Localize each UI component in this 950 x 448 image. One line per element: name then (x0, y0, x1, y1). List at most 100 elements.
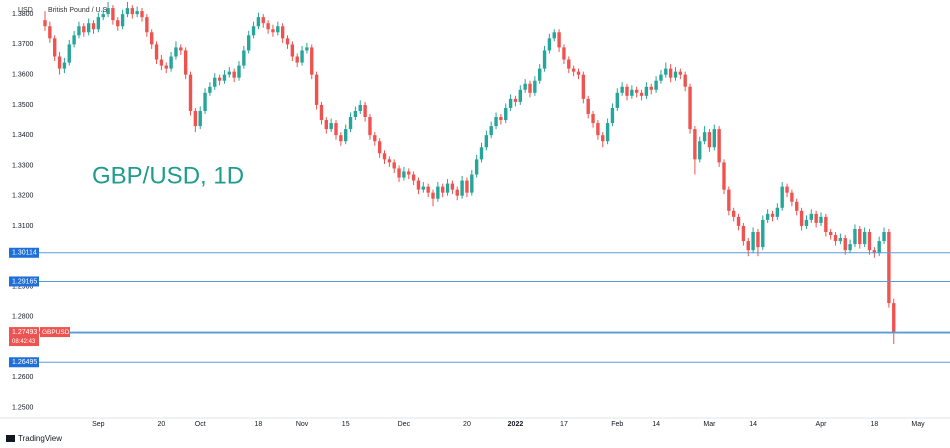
candle-body (96, 17, 101, 30)
candle-body (659, 74, 663, 81)
candle-body (547, 38, 552, 51)
x-tick-label: Feb (611, 421, 623, 428)
candle-body (576, 71, 581, 75)
brand: TradingView (18, 434, 62, 443)
candle-body (562, 47, 566, 60)
candle-body (581, 74, 586, 99)
candle-body (683, 74, 687, 87)
x-tick-label: 18 (255, 421, 263, 428)
candle-body (770, 213, 775, 217)
candle-body (334, 123, 338, 136)
countdown: 08:42:43 (12, 339, 36, 345)
candle-body (120, 14, 125, 27)
candle-body (232, 71, 236, 78)
candle-body (474, 159, 479, 175)
candle-body (397, 168, 401, 178)
candle-body (882, 231, 886, 242)
candle-body (179, 47, 183, 51)
candle-body (877, 241, 881, 254)
candle-body (567, 59, 571, 69)
candle-body (693, 129, 697, 160)
candle-body (53, 38, 57, 57)
candle-body (445, 183, 450, 193)
candle-body (111, 8, 115, 21)
candle-body (407, 171, 411, 175)
x-tick-label: 2022 (508, 421, 524, 428)
candle-body (57, 56, 62, 69)
candle-body (504, 107, 508, 121)
candle-body (280, 26, 285, 39)
candle-body (305, 47, 309, 51)
candle-body (625, 86, 629, 96)
candle-body (824, 216, 828, 232)
x-tick-label: 20 (158, 421, 166, 428)
candle-body (329, 123, 333, 130)
candle-body (668, 68, 673, 78)
candle-body (193, 110, 198, 127)
candle-body (470, 174, 474, 193)
y-tick-label: 1.2900 (12, 283, 34, 290)
candle-body (513, 98, 518, 102)
candle-body (867, 231, 872, 251)
y-tick-label: 1.3600 (12, 71, 34, 78)
candle-body (300, 50, 304, 63)
symbol-label: GBPUSD (42, 329, 70, 336)
price-tag-label: 1.26495 (12, 359, 37, 366)
candle-body (62, 62, 67, 69)
candle-body (310, 47, 314, 75)
candle-body (499, 117, 503, 121)
symbol-tag (40, 327, 70, 338)
candle-body (833, 235, 838, 242)
candle-body (339, 135, 343, 142)
logo: TradingView (6, 434, 62, 443)
candle-body (523, 83, 527, 90)
candle-body (795, 201, 799, 211)
candle-body (358, 104, 362, 111)
candle-body (43, 20, 47, 27)
x-tick-label: Oct (195, 421, 206, 428)
candle-body (702, 132, 707, 142)
candle-body (203, 92, 207, 111)
candle-body (557, 32, 561, 48)
candle-body (722, 162, 726, 190)
candle-body (799, 210, 804, 226)
candle-body (465, 180, 469, 193)
candle-body (634, 89, 639, 93)
y-tick-label: 1.2800 (12, 314, 34, 321)
candle-body (227, 71, 232, 75)
candle-body (140, 11, 144, 18)
candle-body (154, 44, 159, 60)
candle-body (639, 92, 644, 96)
candle-body (790, 192, 794, 202)
price-tag-label: 1.30114 (12, 250, 37, 257)
candle-body (82, 26, 86, 33)
candle-body (494, 117, 498, 127)
candle-body (892, 303, 896, 333)
candle-body (261, 17, 265, 24)
x-tick-label: Sep (92, 421, 105, 428)
y-tick-label: 1.3300 (12, 162, 34, 169)
price-tag (9, 276, 39, 287)
candle-body (348, 117, 353, 130)
x-tick-label: 14 (749, 421, 757, 428)
candle-body (213, 77, 217, 87)
candle-body (649, 86, 653, 90)
candle-body (756, 231, 760, 248)
candle-body (130, 8, 135, 15)
candle-body (67, 44, 71, 63)
candle-body (174, 47, 178, 57)
candle-body (780, 186, 784, 208)
candle-body (605, 123, 610, 142)
candle-body (571, 68, 576, 72)
candle-body (431, 192, 435, 199)
candle-body (290, 44, 295, 57)
candle-body (591, 113, 595, 124)
candle-body (736, 216, 741, 226)
candle-body (727, 189, 731, 211)
candle-body (862, 231, 867, 245)
candle-body (145, 17, 149, 33)
candle-body (552, 32, 556, 39)
candle-body (707, 132, 712, 148)
candle-body (843, 238, 847, 251)
